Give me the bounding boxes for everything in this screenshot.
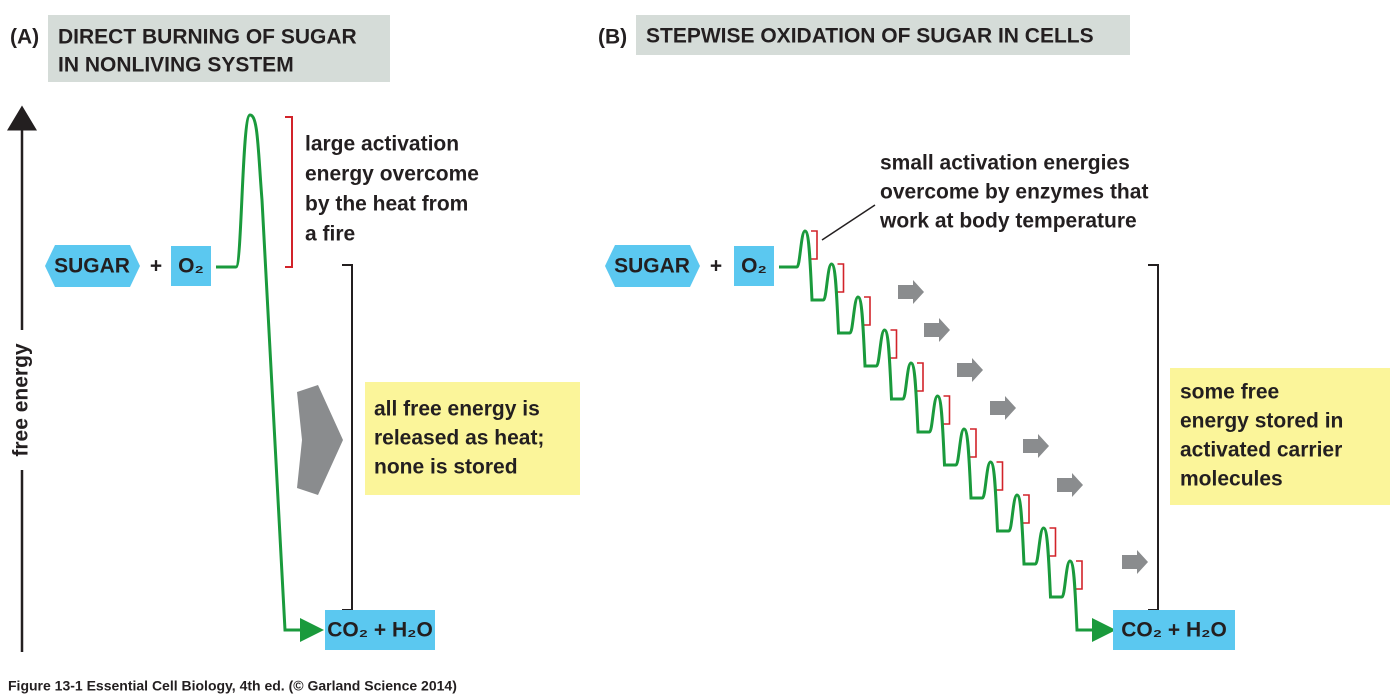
carrier-arrow xyxy=(990,396,1016,420)
carrier-arrow xyxy=(924,318,950,342)
energy-path xyxy=(779,229,1116,642)
sugar-box xyxy=(45,245,140,287)
activation-bracket xyxy=(811,230,818,260)
activation-bracket xyxy=(890,329,898,359)
panel-title: DIRECT BURNING OF SUGAR xyxy=(58,26,357,49)
sugar-box xyxy=(605,245,700,287)
axis-label: free energy xyxy=(10,343,33,457)
note: released as heat; xyxy=(374,427,544,450)
heat-arrow xyxy=(297,385,343,495)
product: CO₂ + H₂O xyxy=(327,619,433,642)
activation-bracket xyxy=(864,296,871,326)
reactant: SUGAR xyxy=(54,255,130,278)
note: energy overcome xyxy=(305,163,479,186)
note: small activation energies xyxy=(880,152,1130,175)
oxygen-box xyxy=(734,246,774,286)
activation-bracket xyxy=(1023,494,1030,524)
note: all free energy is xyxy=(374,398,540,421)
panel-label: (B) xyxy=(598,26,627,49)
note-box xyxy=(1170,368,1390,505)
note: none is stored xyxy=(374,456,518,479)
panel-title: STEPWISE OXIDATION OF SUGAR IN CELLS xyxy=(646,25,1094,48)
reactant: O₂ xyxy=(741,255,767,278)
product-box xyxy=(325,610,435,650)
carrier-arrow xyxy=(898,280,924,304)
carrier-arrow xyxy=(957,358,983,382)
note-box xyxy=(365,382,580,495)
plus: + xyxy=(150,255,162,278)
panel-label: (A) xyxy=(10,26,39,49)
product-box xyxy=(1113,610,1235,650)
note: work at body temperature xyxy=(879,210,1137,233)
plus: + xyxy=(710,255,722,278)
carrier-arrow xyxy=(1023,434,1049,458)
caption: Figure 13-1 Essential Cell Biology, 4th … xyxy=(8,678,457,694)
activation-bracket xyxy=(943,395,951,425)
energy-bracket xyxy=(342,264,353,611)
activation-bracket xyxy=(917,362,924,392)
energy-bracket xyxy=(1148,264,1159,611)
stepwise-path-group xyxy=(779,229,1148,642)
reactant: O₂ xyxy=(178,255,204,278)
reactant: SUGAR xyxy=(614,255,690,278)
panel-title: IN NONLIVING SYSTEM xyxy=(58,54,294,77)
activation-bracket xyxy=(837,263,845,293)
carrier-arrow xyxy=(1057,473,1083,497)
energy-path xyxy=(216,113,324,642)
note: large activation xyxy=(305,133,459,156)
note: overcome by enzymes that xyxy=(880,181,1148,204)
activation-bracket xyxy=(1049,527,1057,557)
title-box xyxy=(636,15,1130,55)
note: activated carrier xyxy=(1180,439,1342,462)
leader-line xyxy=(821,204,876,241)
note: some free xyxy=(1180,381,1279,404)
note: by the heat from xyxy=(305,193,468,216)
activation-bracket xyxy=(970,428,977,458)
note: a fire xyxy=(305,223,355,246)
axis-label-bg xyxy=(10,330,34,470)
activation-bracket xyxy=(1076,560,1083,590)
product: CO₂ + H₂O xyxy=(1121,619,1227,642)
activation-bracket xyxy=(996,461,1004,491)
carrier-arrow xyxy=(1122,550,1148,574)
title-box xyxy=(48,15,390,82)
note: molecules xyxy=(1180,468,1283,491)
activation-bracket xyxy=(285,116,293,268)
oxygen-box xyxy=(171,246,211,286)
note: energy stored in xyxy=(1180,410,1343,433)
